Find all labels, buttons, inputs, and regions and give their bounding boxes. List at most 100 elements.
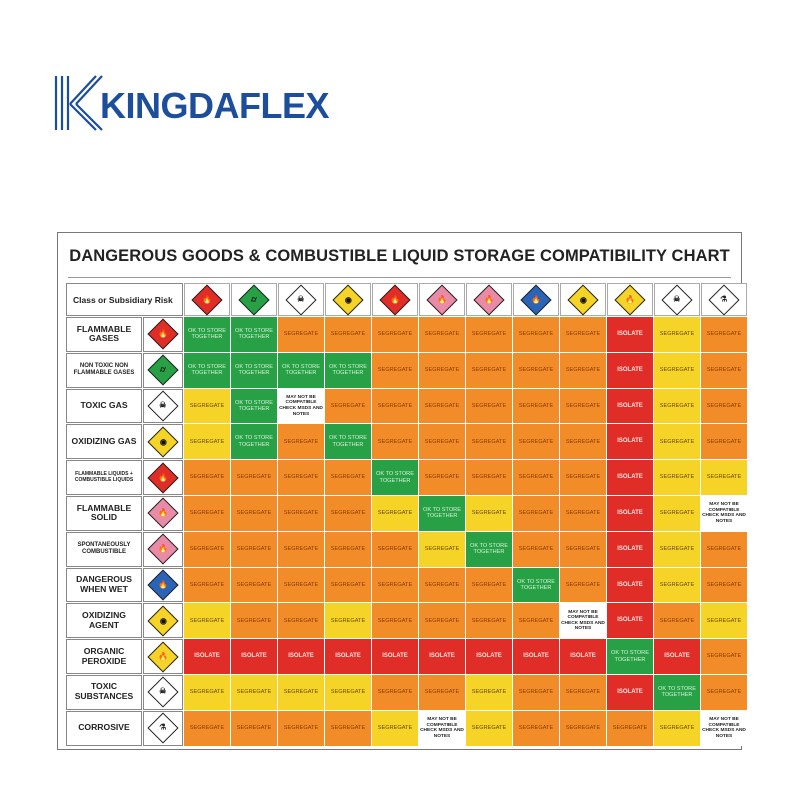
title-divider <box>68 277 731 278</box>
segregate-cell: SEGREGATE <box>607 710 653 746</box>
skull-diamond-icon: ☠ <box>147 390 179 422</box>
column-header-11: ☠ <box>654 283 700 316</box>
segregate-cell: SEGREGATE <box>513 531 559 567</box>
segregate-cell: SEGREGATE <box>560 424 606 460</box>
segregate-cell: SEGREGATE <box>372 531 418 567</box>
ok-to-store-cell: OK TO STORE TOGETHER <box>231 317 277 352</box>
ok-to-store-cell: OK TO STORE TOGETHER <box>231 352 277 388</box>
isolate-cell: ISOLATE <box>372 639 418 674</box>
gas-cylinder-diamond-icon: ⌭ <box>238 283 270 316</box>
segregate-cell: SEGREGATE <box>701 460 747 495</box>
row-symbol: 🔥 <box>143 639 183 674</box>
segregate-cell: SEGREGATE <box>560 352 606 388</box>
segregate-cell: SEGREGATE <box>560 388 606 424</box>
segregate-cell: SEGREGATE <box>325 603 371 639</box>
segregate-cell: SEGREGATE <box>419 460 465 495</box>
segregate-cell: SEGREGATE <box>278 317 324 352</box>
segregate-cell: SEGREGATE <box>513 352 559 388</box>
segregate-cell: SEGREGATE <box>231 674 277 710</box>
flame-diamond-icon: 🔥 <box>379 283 411 316</box>
segregate-cell: SEGREGATE <box>560 674 606 710</box>
ok-to-store-cell: OK TO STORE TOGETHER <box>372 460 418 495</box>
row-symbol: ◉ <box>143 424 183 460</box>
column-header-9: ◉ <box>560 283 606 316</box>
segregate-cell: SEGREGATE <box>278 710 324 746</box>
segregate-cell: SEGREGATE <box>231 603 277 639</box>
segregate-cell: SEGREGATE <box>184 567 230 603</box>
segregate-cell: SEGREGATE <box>372 495 418 531</box>
row-label: OXIDIZING GAS <box>66 424 142 460</box>
segregate-cell: SEGREGATE <box>466 495 512 531</box>
may-not-be-compatible-cell: MAY NOT BE COMPATIBLE CHECK MSDS AND NOT… <box>560 603 606 639</box>
segregate-cell: SEGREGATE <box>419 603 465 639</box>
segregate-cell: SEGREGATE <box>654 460 700 495</box>
row-label: SPONTANEOUSLY COMBUSTIBLE <box>66 531 142 567</box>
isolate-cell: ISOLATE <box>607 495 653 531</box>
segregate-cell: SEGREGATE <box>466 352 512 388</box>
segregate-cell: SEGREGATE <box>466 603 512 639</box>
ok-to-store-cell: OK TO STORE TOGETHER <box>607 639 653 674</box>
skull-diamond-icon: ☠ <box>661 283 693 316</box>
segregate-cell: SEGREGATE <box>184 710 230 746</box>
isolate-cell: ISOLATE <box>419 639 465 674</box>
segregate-cell: SEGREGATE <box>466 424 512 460</box>
isolate-cell: ISOLATE <box>607 352 653 388</box>
segregate-cell: SEGREGATE <box>231 710 277 746</box>
segregate-cell: SEGREGATE <box>278 603 324 639</box>
header-label: Class or Subsidiary Risk <box>66 283 183 316</box>
segregate-cell: SEGREGATE <box>513 674 559 710</box>
segregate-cell: SEGREGATE <box>372 424 418 460</box>
segregate-cell: SEGREGATE <box>325 495 371 531</box>
oxidizer-diamond-icon: ◉ <box>147 605 179 637</box>
segregate-cell: SEGREGATE <box>325 531 371 567</box>
segregate-cell: SEGREGATE <box>560 460 606 495</box>
segregate-cell: SEGREGATE <box>701 317 747 352</box>
brand-name: KINGDAFLEX <box>100 85 330 126</box>
ok-to-store-cell: OK TO STORE TOGETHER <box>325 424 371 460</box>
segregate-cell: SEGREGATE <box>654 603 700 639</box>
segregate-cell: SEGREGATE <box>231 495 277 531</box>
spontaneous-flame-diamond-icon: 🔥 <box>473 283 505 316</box>
flame-diamond-icon: 🔥 <box>147 462 179 494</box>
isolate-cell: ISOLATE <box>607 567 653 603</box>
row-label: DANGEROUS WHEN WET <box>66 567 142 603</box>
may-not-be-compatible-cell: MAY NOT BE COMPATIBLE CHECK MSDS AND NOT… <box>419 710 465 746</box>
row-symbol: 🔥 <box>143 531 183 567</box>
isolate-cell: ISOLATE <box>560 639 606 674</box>
oxidizer-diamond-icon: ◉ <box>147 426 179 458</box>
segregate-cell: SEGREGATE <box>654 710 700 746</box>
row-symbol: 🔥 <box>143 567 183 603</box>
segregate-cell: SEGREGATE <box>654 567 700 603</box>
row-label: OXIDIZING AGENT <box>66 603 142 639</box>
isolate-cell: ISOLATE <box>654 639 700 674</box>
row-label: TOXIC GAS <box>66 388 142 424</box>
segregate-cell: SEGREGATE <box>654 531 700 567</box>
row-symbol: ◉ <box>143 603 183 639</box>
segregate-cell: SEGREGATE <box>278 567 324 603</box>
segregate-cell: SEGREGATE <box>466 388 512 424</box>
ok-to-store-cell: OK TO STORE TOGETHER <box>513 567 559 603</box>
segregate-cell: SEGREGATE <box>184 495 230 531</box>
segregate-cell: SEGREGATE <box>325 388 371 424</box>
may-not-be-compatible-cell: MAY NOT BE COMPATIBLE CHECK MSDS AND NOT… <box>701 495 747 531</box>
oxidizer-diamond-icon: ◉ <box>567 283 599 316</box>
ok-to-store-cell: OK TO STORE TOGETHER <box>184 352 230 388</box>
row-symbol: ☠ <box>143 388 183 424</box>
water-flame-diamond-icon: 🔥 <box>520 283 552 316</box>
segregate-cell: SEGREGATE <box>184 388 230 424</box>
segregate-cell: SEGREGATE <box>231 460 277 495</box>
ok-to-store-cell: OK TO STORE TOGETHER <box>419 495 465 531</box>
ok-to-store-cell: OK TO STORE TOGETHER <box>325 352 371 388</box>
segregate-cell: SEGREGATE <box>325 567 371 603</box>
row-symbol: 🔥 <box>143 460 183 495</box>
segregate-cell: SEGREGATE <box>701 603 747 639</box>
segregate-cell: SEGREGATE <box>513 603 559 639</box>
segregate-cell: SEGREGATE <box>325 710 371 746</box>
isolate-cell: ISOLATE <box>607 603 653 639</box>
kingdaflex-logo-icon <box>54 75 103 131</box>
segregate-cell: SEGREGATE <box>513 710 559 746</box>
flame-diamond-icon: 🔥 <box>147 318 179 350</box>
segregate-cell: SEGREGATE <box>654 495 700 531</box>
segregate-cell: SEGREGATE <box>560 531 606 567</box>
segregate-cell: SEGREGATE <box>560 710 606 746</box>
